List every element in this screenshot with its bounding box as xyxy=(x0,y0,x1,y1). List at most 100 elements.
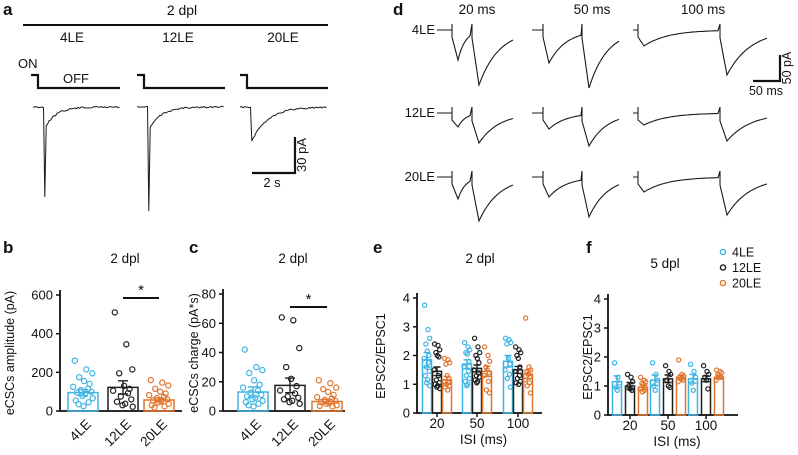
data-point xyxy=(675,378,681,385)
data-point xyxy=(718,374,724,380)
y-tick-label: 1 xyxy=(403,377,410,392)
data-point xyxy=(250,377,258,384)
isi-column-header: 50 ms xyxy=(574,2,611,17)
row-label: 20LE xyxy=(405,169,436,184)
data-point xyxy=(113,398,121,405)
y-tick-label: 2 xyxy=(403,348,410,363)
data-point xyxy=(611,360,618,366)
data-point xyxy=(333,384,340,391)
data-point xyxy=(315,377,322,384)
data-point xyxy=(471,335,478,342)
light-stimulus-step xyxy=(240,73,328,90)
data-point xyxy=(421,355,427,362)
significance-star: * xyxy=(138,282,144,299)
y-tick-label: 400 xyxy=(31,326,53,341)
y-tick-label: 1 xyxy=(594,379,601,394)
data-point xyxy=(486,370,492,376)
data-point xyxy=(124,389,132,397)
y-tick-label: 600 xyxy=(31,288,53,303)
data-point xyxy=(476,374,483,380)
data-point xyxy=(705,386,711,392)
data-point xyxy=(653,371,659,378)
y-axis-label: eCSCs amplitude (pA) xyxy=(3,291,17,415)
data-point xyxy=(431,367,437,373)
light-stimulus-step xyxy=(31,73,120,90)
x-category-label: 4LE xyxy=(67,417,95,445)
data-point xyxy=(73,389,81,396)
y-tick-label: 3 xyxy=(403,319,410,334)
data-point xyxy=(461,339,468,346)
data-point xyxy=(515,355,521,362)
panel-label-e: e xyxy=(373,238,383,257)
data-point xyxy=(75,373,83,381)
panel-a-condition-header: 2 dpl xyxy=(167,2,197,18)
column-label: 12LE xyxy=(162,30,194,45)
row-label: 4LE xyxy=(412,22,435,37)
data-point xyxy=(425,359,432,366)
data-point xyxy=(83,366,90,373)
data-point xyxy=(517,349,524,356)
x-category-label: 20LE xyxy=(305,417,338,450)
panel-label-c: c xyxy=(189,238,199,257)
data-point xyxy=(84,385,92,392)
data-point xyxy=(317,398,325,406)
data-point xyxy=(159,379,166,386)
data-point xyxy=(89,370,96,377)
data-point xyxy=(79,392,86,400)
isi-column-header: 100 ms xyxy=(681,2,726,17)
data-point xyxy=(156,388,164,395)
data-point xyxy=(243,393,251,400)
data-point xyxy=(255,400,262,407)
data-point xyxy=(476,359,482,366)
data-point xyxy=(690,387,697,393)
data-point xyxy=(502,367,508,373)
panel-c-chart: 0 20 40 60 80 2 dpl eCSCs charge (pA*s) 4LE 12LE… xyxy=(187,251,345,450)
data-point xyxy=(614,387,621,393)
data-point xyxy=(464,351,471,357)
paired-pulse-trace xyxy=(633,23,768,77)
data-point xyxy=(680,377,686,383)
legend-label: 4LE xyxy=(732,246,754,260)
x-category-label: 20LE xyxy=(137,417,170,450)
data-point xyxy=(88,388,95,395)
scale-bar xyxy=(252,137,297,175)
x-tick-label: 20 xyxy=(429,416,444,431)
data-point xyxy=(282,363,290,371)
scale-current-label: 30 pA xyxy=(294,138,309,172)
y-axis-label: EPSC2/EPSC1 xyxy=(374,313,388,399)
data-point xyxy=(426,368,433,374)
row-label: 12LE xyxy=(405,105,436,120)
x-tick-label: 20 xyxy=(622,418,637,433)
data-point xyxy=(259,397,266,404)
data-point xyxy=(117,393,125,400)
scale-bar xyxy=(753,55,782,83)
data-point xyxy=(129,403,136,410)
data-point xyxy=(426,352,432,359)
y-tick-label: 4 xyxy=(594,292,601,307)
data-point xyxy=(89,394,96,402)
data-point xyxy=(481,372,487,379)
data-point xyxy=(504,341,510,347)
data-point xyxy=(80,377,88,385)
data-point xyxy=(85,399,92,406)
data-point xyxy=(639,389,646,395)
data-point xyxy=(290,317,297,324)
light-stimulus-step xyxy=(137,73,225,90)
stim-on-label: ON xyxy=(18,56,38,71)
data-point xyxy=(316,402,323,410)
data-point xyxy=(628,374,634,380)
data-point xyxy=(250,403,257,410)
data-point xyxy=(512,344,519,350)
data-point xyxy=(276,387,284,394)
data-point xyxy=(474,355,481,362)
panel-label-f: f xyxy=(586,238,592,257)
legend-marker xyxy=(719,279,727,287)
paired-pulse-trace xyxy=(437,170,514,223)
data-point xyxy=(421,302,428,308)
current-trace xyxy=(136,105,224,212)
paired-pulse-trace xyxy=(532,170,620,219)
x-tick-label: 100 xyxy=(695,418,718,433)
data-point xyxy=(329,403,336,410)
